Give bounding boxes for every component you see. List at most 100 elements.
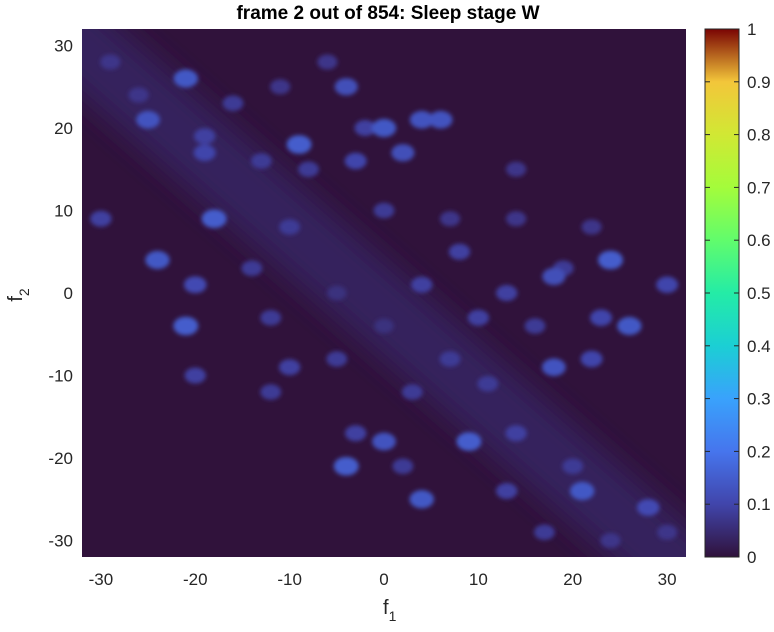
heatmap-hotspot xyxy=(428,110,453,129)
x-axis: -30 -20 -10 0 10 20 30 xyxy=(89,570,677,589)
x-tick-label: 0 xyxy=(379,570,388,589)
heatmap-hotspot xyxy=(371,118,397,138)
y-axis-label: f2 xyxy=(5,288,32,302)
heatmap-hotspot xyxy=(439,351,461,367)
heatmap-hotspot xyxy=(173,69,199,88)
heatmap-hotspot xyxy=(344,425,367,442)
heatmap-hotspot xyxy=(279,219,301,235)
heatmap-hotspot xyxy=(372,432,396,451)
heatmap-hotspot xyxy=(173,316,199,336)
colorbar-gradient xyxy=(704,28,740,558)
colorbar-tick-label: 0.6 xyxy=(747,231,771,250)
heatmap-hotspot xyxy=(534,524,555,541)
heatmap-hotspot xyxy=(136,110,160,129)
x-tick-label: -20 xyxy=(183,570,208,589)
heatmap-hotspot xyxy=(636,499,660,516)
heatmap-hotspot xyxy=(183,276,207,294)
heatmap-hotspot xyxy=(411,276,433,293)
x-axis-label-sub: 1 xyxy=(389,608,397,624)
heatmap-hotspot xyxy=(401,384,423,400)
colorbar-tick-label: 0.9 xyxy=(747,73,771,92)
heatmap-hotspot xyxy=(467,309,490,326)
heatmap-hotspot xyxy=(656,276,679,293)
heatmap-hotspot xyxy=(327,285,347,301)
heatmap-hotspot xyxy=(580,350,603,368)
heatmap-hotspot xyxy=(581,219,602,235)
y-tick-label: 10 xyxy=(54,202,73,221)
y-axis-label-sub: 2 xyxy=(16,288,32,296)
heatmap-hotspot xyxy=(448,243,471,260)
heatmap-hotspot xyxy=(598,250,623,270)
heatmap-hotspot xyxy=(456,432,482,451)
heatmap-hotspot xyxy=(495,285,518,301)
heatmap-hotspot xyxy=(374,318,394,334)
y-tick-label: -20 xyxy=(48,449,73,468)
heatmap-hotspot xyxy=(128,87,149,103)
heatmap-hotspot xyxy=(409,110,434,129)
plot-area xyxy=(82,29,686,557)
heatmap-hotspot xyxy=(326,351,348,367)
heatmap-hotspot xyxy=(495,483,518,499)
heatmap-hotspot xyxy=(506,161,527,177)
heatmap-hotspot xyxy=(90,210,112,227)
heatmap-hotspot xyxy=(184,367,206,384)
x-tick-label: 20 xyxy=(563,570,582,589)
heatmap-hotspot xyxy=(506,211,527,227)
heatmap-hotspot xyxy=(392,458,414,475)
heatmap-hotspot xyxy=(373,202,395,219)
heatmap-hotspot xyxy=(617,316,642,336)
heatmap-hotspot xyxy=(201,209,227,229)
colorbar-tick-label: 0.7 xyxy=(747,178,771,197)
y-tick-label: 30 xyxy=(54,37,73,56)
colorbar-tick-label: 0.8 xyxy=(747,126,771,145)
x-tick-label: 30 xyxy=(658,570,677,589)
heatmap-hotspot xyxy=(270,79,291,95)
diagonal-band xyxy=(82,29,686,557)
x-tick-label: -30 xyxy=(89,570,114,589)
heatmap-hotspot xyxy=(477,375,499,392)
heatmap-hotspot xyxy=(193,128,216,145)
colorbar-tick-label: 0.2 xyxy=(747,442,771,461)
heatmap-hotspot xyxy=(600,532,621,549)
heatmap-hotspot xyxy=(590,309,613,326)
heatmap-hotspot xyxy=(344,152,367,170)
heatmap-hotspot xyxy=(286,135,312,154)
heatmap-hotspot xyxy=(541,358,566,377)
colorbar-tick-label: 1 xyxy=(747,20,756,39)
heatmap-hotspot xyxy=(260,384,282,400)
heatmap-hotspot xyxy=(222,95,244,112)
colorbar-tick-label: 0.5 xyxy=(747,284,771,303)
colorbar-tick-label: 0.3 xyxy=(747,390,771,409)
heatmap-hotspot xyxy=(409,490,434,509)
heatmap-hotspot xyxy=(298,161,319,178)
y-axis: -30 -20 -10 0 10 20 30 xyxy=(48,37,73,551)
y-tick-label: 0 xyxy=(64,284,73,303)
x-axis-label-base: f xyxy=(383,597,389,619)
chart-title: frame 2 out of 854: Sleep stage W xyxy=(236,3,539,24)
heatmap-hotspot xyxy=(241,260,263,277)
heatmap-hotspot xyxy=(542,267,566,286)
colorbar: 0 0.1 0.2 0.3 0.4 0.5 0.6 0.7 0.8 0.9 1 xyxy=(704,20,771,567)
heatmap-hotspot xyxy=(439,211,461,227)
heatmap-hotspot xyxy=(569,481,595,501)
heatmap-hotspot xyxy=(657,524,678,540)
colorbar-tick-label: 0 xyxy=(747,548,756,567)
heatmap-hotspot xyxy=(524,318,546,334)
heatmap-hotspot xyxy=(354,120,376,136)
heatmap-hotspot xyxy=(193,144,216,161)
colorbar-tick-label: 0.4 xyxy=(747,337,771,356)
x-tick-label: 10 xyxy=(469,570,488,589)
heatmap-hotspot xyxy=(333,456,359,476)
heatmap-hotspot xyxy=(334,78,358,96)
heatmap-hotspot xyxy=(145,250,170,270)
hotspot-layer xyxy=(90,54,679,549)
heatmap-hotspot xyxy=(260,309,282,326)
heatmap-hotspot xyxy=(278,359,301,376)
heatmap-hotspot xyxy=(100,54,121,70)
heatmap-hotspot xyxy=(250,153,272,169)
heatmap-hotspot xyxy=(317,54,338,70)
y-axis-label-base: f xyxy=(5,296,27,302)
colorbar-tick-label: 0.1 xyxy=(747,495,771,514)
y-tick-label: -30 xyxy=(48,532,73,551)
